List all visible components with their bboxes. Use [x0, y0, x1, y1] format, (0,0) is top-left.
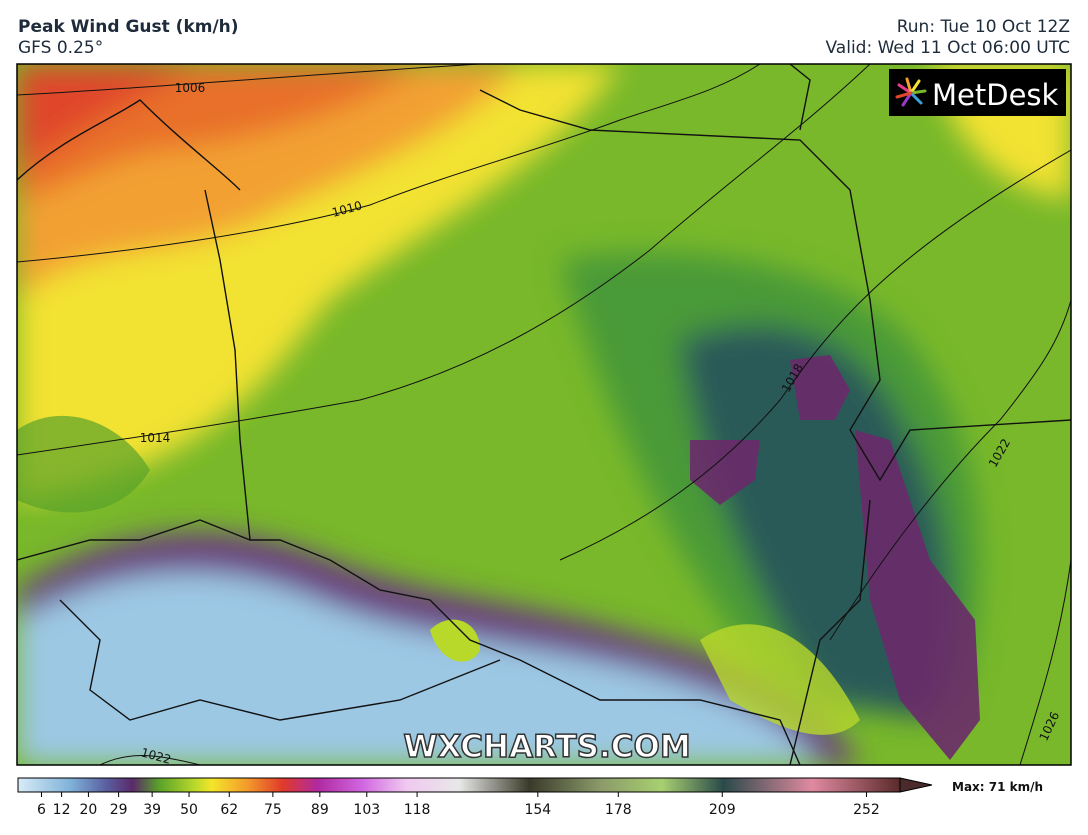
colorbar: Max: 71 km/h 6 12 20 29 39 50 62 75 89 103 118 154 1…: [17, 777, 1043, 818]
colorbar-tick-label: 12: [53, 802, 71, 818]
map: 1006 1010 1014 1018 1022 1026 1022 WXCHA…: [17, 64, 1071, 766]
logo-text: MetDesk: [932, 78, 1059, 112]
subtitle: GFS 0.25°: [18, 38, 103, 58]
colorbar-tick-label: 89: [311, 802, 329, 818]
watermark: WXCHARTS.COM: [403, 729, 690, 765]
colorbar-tick-label: 154: [524, 802, 551, 818]
colorbar-tick-label: 6: [37, 802, 46, 818]
colorbar-tick-label: 39: [143, 802, 161, 818]
colorbar-tick-label: 50: [180, 802, 198, 818]
colorbar-tick-label: 103: [353, 802, 380, 818]
isobar-label: 1014: [140, 431, 171, 445]
colorbar-tick-label: 29: [110, 802, 128, 818]
colorbar-tick-label: 118: [404, 802, 431, 818]
colorbar-tick-label: 62: [220, 802, 238, 818]
colorbar-tick-label: 20: [80, 802, 98, 818]
colorbar-tick-label: 209: [709, 802, 736, 818]
isobar-label: 1022: [139, 745, 172, 766]
colorbar-tick-label: 75: [264, 802, 282, 818]
title: Peak Wind Gust (km/h): [18, 17, 239, 37]
valid: Valid: Wed 11 Oct 06:00 UTC: [826, 38, 1071, 58]
map-frame: [16, 63, 1072, 766]
max-label: Max: 71 km/h: [952, 780, 1043, 794]
colorbar-tick-label: 178: [605, 802, 632, 818]
isobars: [17, 64, 1071, 765]
borders: [17, 64, 1071, 765]
logo: MetDesk: [889, 69, 1066, 116]
isobar-label: 1006: [175, 81, 206, 95]
run: Run: Tue 10 Oct 12Z: [897, 17, 1070, 37]
colorbar-tick-label: 252: [853, 802, 880, 818]
